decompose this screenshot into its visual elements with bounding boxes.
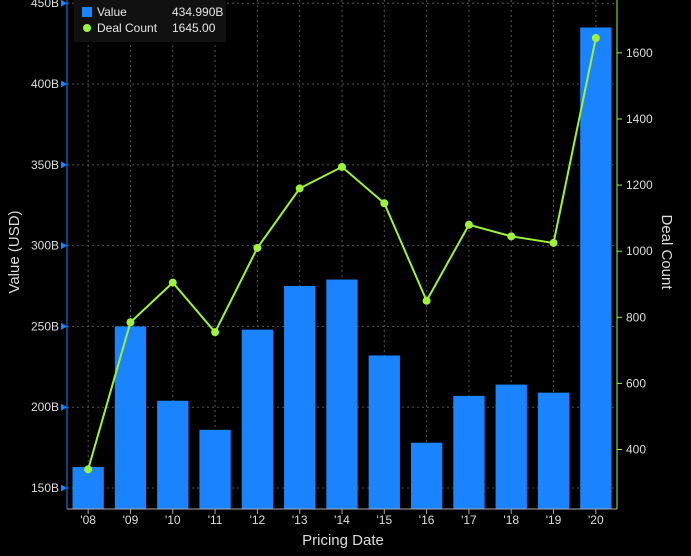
bar [114, 326, 147, 509]
x-tick-label: '16 [419, 513, 435, 527]
y-left-tick-label: 300B [31, 239, 59, 253]
x-tick-label: '18 [503, 513, 519, 527]
y-left-tick [61, 322, 67, 330]
x-tick-label: '17 [461, 513, 477, 527]
legend-swatch-bar [82, 7, 92, 17]
deal-count-point [507, 232, 516, 241]
legend-item-name: Deal Count [97, 21, 158, 35]
y-left-tick [61, 484, 67, 492]
deal-count-point [211, 328, 220, 337]
y-right-tick-label: 800 [626, 310, 646, 324]
deal-count-point [464, 220, 473, 229]
y-left-tick [61, 161, 67, 169]
x-tick-label: '09 [123, 513, 139, 527]
deal-count-point [126, 318, 135, 327]
y-left-tick [61, 242, 67, 250]
bar [537, 392, 570, 509]
bar [453, 395, 485, 509]
deal-count-point [253, 243, 262, 252]
x-tick-label: '19 [546, 513, 562, 527]
deal-count-line [84, 34, 600, 474]
bar [157, 400, 189, 509]
x-tick-label: '14 [334, 513, 350, 527]
y-left-tick-label: 150B [31, 481, 59, 495]
bar [410, 442, 443, 509]
deal-count-point [549, 238, 558, 247]
deal-count-point [338, 162, 346, 171]
legend-item-value-readout: 1645.00 [172, 21, 216, 35]
axes: 150B 200B 250B 300B 350B 400B 450B 400 600 800 100… [31, 0, 653, 527]
deal-count-point [84, 465, 93, 474]
deal-count-point [168, 278, 177, 287]
bar [368, 355, 400, 509]
bar [284, 286, 316, 509]
y-right-tick-label: 600 [626, 376, 646, 390]
x-tick-label: '08 [80, 513, 96, 527]
deal-count-point [422, 296, 431, 305]
y-left-tick-label: 250B [31, 319, 59, 333]
x-tick-label: '12 [250, 513, 266, 527]
y-right-tick-label: 1000 [626, 244, 653, 258]
deal-count-point [380, 199, 389, 208]
y-left-tick [61, 403, 67, 411]
legend-item-name: Value [97, 5, 127, 19]
bar [199, 429, 231, 509]
y-axis-left-label: Value (USD) [6, 210, 23, 293]
y-left-tick-label: 350B [31, 158, 59, 172]
legend-swatch-dot [83, 24, 91, 32]
bar [326, 279, 358, 509]
y-left-tick [61, 0, 67, 7]
deal-count-point [591, 34, 600, 43]
y-axis-right-label: Deal Count [658, 214, 675, 290]
x-tick-label: '20 [588, 513, 604, 527]
x-tick-label: '10 [165, 513, 181, 527]
value-bars [72, 27, 612, 510]
x-tick-label: '15 [376, 513, 392, 527]
x-tick-label: '13 [292, 513, 308, 527]
bar [580, 27, 612, 510]
x-axis-label: Pricing Date [302, 532, 384, 549]
deal-count-point [295, 184, 304, 193]
y-right-tick-label: 400 [626, 443, 646, 457]
y-left-tick [61, 80, 67, 88]
x-tick-label: '11 [208, 513, 223, 527]
y-left-tick-label: 400B [31, 77, 59, 91]
legend-item-value-readout: 434.990B [172, 5, 224, 19]
y-right-tick-label: 1400 [626, 112, 653, 126]
bar [495, 384, 527, 509]
bar [72, 466, 104, 509]
y-left-tick-label: 450B [31, 0, 59, 10]
legend: Value 434.990B Deal Count 1645.00 [74, 0, 226, 42]
y-right-tick-label: 1200 [626, 178, 653, 192]
y-right-tick-label: 1600 [626, 46, 653, 60]
bar [241, 329, 274, 509]
y-left-tick-label: 200B [31, 400, 59, 414]
